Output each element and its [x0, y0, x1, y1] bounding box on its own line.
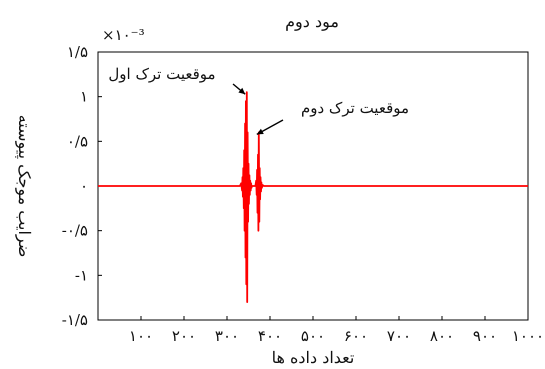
x-axis-label: تعداد داده ها [272, 348, 355, 367]
x-tick-label: ۵۰۰ [301, 327, 325, 345]
annotation-arrowhead [256, 128, 264, 135]
x-tick-label: ۸۰۰ [430, 327, 454, 345]
x-tick-label: ۲۰۰ [172, 327, 196, 345]
annotation-label: موقعیت ترک دوم [301, 99, 409, 117]
annotation-arrowhead [238, 87, 246, 95]
y-tick-label: ۰/۵ [67, 132, 88, 150]
y-axis: ۱/۵ ۱ ۰/۵ ۰ -۰/۵ -۱ -۱/۵ [62, 43, 102, 329]
series-line [98, 91, 528, 304]
y-tick-label: -۱ [75, 266, 88, 284]
x-axis: ۱۰۰ ۲۰۰ ۳۰۰ ۴۰۰ ۵۰۰ ۶۰۰ ۷۰۰ ۸۰۰ ۹۰۰ ۱۰۰۰ [129, 316, 544, 345]
x-tick-label: ۷۰۰ [387, 327, 411, 345]
chart-title: مود دوم [285, 12, 339, 31]
y-tick-label: ۰ [80, 177, 88, 195]
x-tick-label: ۱۰۰۰ [512, 327, 544, 345]
y-tick-label: -۱/۵ [62, 311, 88, 329]
x-tick-label: ۳۰۰ [215, 327, 239, 345]
y-axis-label: ضرایب موجک پیوسته [15, 115, 34, 258]
series-group [98, 91, 528, 304]
x-tick-label: ۴۰۰ [258, 327, 282, 345]
x-tick-label: ۹۰۰ [473, 327, 497, 345]
y-tick-label: ۱ [80, 88, 88, 106]
y-tick-label: ۱/۵ [67, 43, 88, 61]
x-tick-label: ۶۰۰ [344, 327, 368, 345]
x-tick-label: ۱۰۰ [129, 327, 153, 345]
y-tick-label: -۰/۵ [62, 222, 88, 240]
annotations: موقعیت ترک اول موقعیت ترک دوم [108, 65, 409, 136]
y-multiplier: ×۱۰⁻³ [102, 26, 145, 44]
annotation-label: موقعیت ترک اول [108, 65, 215, 83]
